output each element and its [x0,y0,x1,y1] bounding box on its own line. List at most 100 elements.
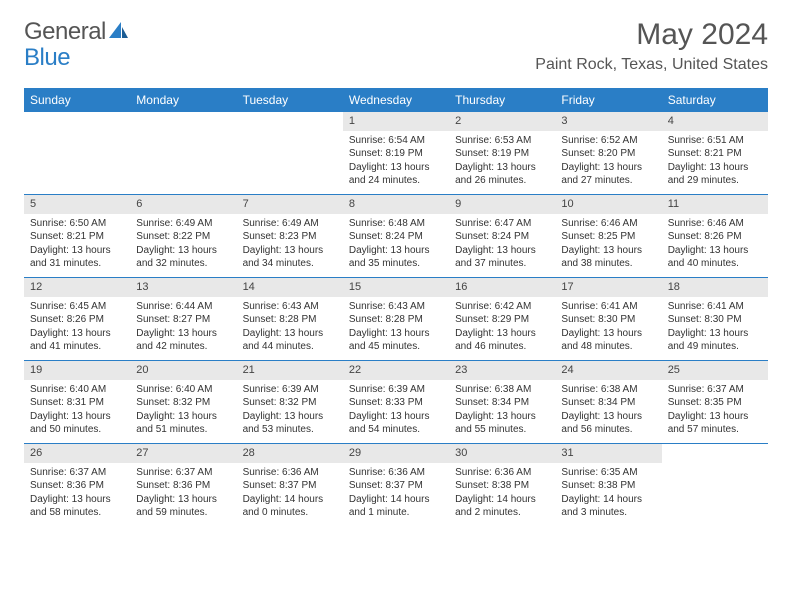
daylight-line: Daylight: 13 hours and 59 minutes. [136,493,230,520]
daylight-line: Daylight: 13 hours and 50 minutes. [30,410,124,437]
sunrise-line: Sunrise: 6:46 AM [668,217,762,231]
sunset-line: Sunset: 8:28 PM [243,313,337,327]
sunrise-line: Sunrise: 6:50 AM [30,217,124,231]
weekday-header: Monday [130,88,236,112]
sunrise-line: Sunrise: 6:35 AM [561,466,655,480]
day-number: 15 [343,278,449,297]
calendar-cell: 5Sunrise: 6:50 AMSunset: 8:21 PMDaylight… [24,195,130,277]
month-title: May 2024 [535,18,768,52]
sunset-line: Sunset: 8:19 PM [455,147,549,161]
sunset-line: Sunset: 8:28 PM [349,313,443,327]
day-number: 18 [662,278,768,297]
daylight-line: Daylight: 13 hours and 31 minutes. [30,244,124,271]
sunset-line: Sunset: 8:24 PM [455,230,549,244]
day-number: 25 [662,361,768,380]
calendar-cell: 28Sunrise: 6:36 AMSunset: 8:37 PMDayligh… [237,444,343,526]
sunset-line: Sunset: 8:30 PM [668,313,762,327]
sunset-line: Sunset: 8:23 PM [243,230,337,244]
calendar-row: 12Sunrise: 6:45 AMSunset: 8:26 PMDayligh… [24,278,768,361]
calendar-cell: 30Sunrise: 6:36 AMSunset: 8:38 PMDayligh… [449,444,555,526]
calendar-cell: 12Sunrise: 6:45 AMSunset: 8:26 PMDayligh… [24,278,130,360]
calendar-row: 5Sunrise: 6:50 AMSunset: 8:21 PMDaylight… [24,195,768,278]
sunrise-line: Sunrise: 6:43 AM [349,300,443,314]
daylight-line: Daylight: 13 hours and 34 minutes. [243,244,337,271]
daylight-line: Daylight: 13 hours and 54 minutes. [349,410,443,437]
day-details: Sunrise: 6:40 AMSunset: 8:31 PMDaylight:… [24,380,130,443]
daylight-line: Daylight: 13 hours and 29 minutes. [668,161,762,188]
day-number: 3 [555,112,661,131]
day-details: Sunrise: 6:42 AMSunset: 8:29 PMDaylight:… [449,297,555,360]
calendar-cell: 13Sunrise: 6:44 AMSunset: 8:27 PMDayligh… [130,278,236,360]
sunset-line: Sunset: 8:36 PM [136,479,230,493]
sunrise-line: Sunrise: 6:37 AM [30,466,124,480]
calendar-cell: 14Sunrise: 6:43 AMSunset: 8:28 PMDayligh… [237,278,343,360]
day-details: Sunrise: 6:51 AMSunset: 8:21 PMDaylight:… [662,131,768,194]
calendar-cell: 11Sunrise: 6:46 AMSunset: 8:26 PMDayligh… [662,195,768,277]
sunrise-line: Sunrise: 6:51 AM [668,134,762,148]
daylight-line: Daylight: 13 hours and 26 minutes. [455,161,549,188]
day-details: Sunrise: 6:36 AMSunset: 8:37 PMDaylight:… [237,463,343,526]
calendar-cell: 29Sunrise: 6:36 AMSunset: 8:37 PMDayligh… [343,444,449,526]
sunrise-line: Sunrise: 6:38 AM [455,383,549,397]
sunrise-line: Sunrise: 6:39 AM [349,383,443,397]
sunset-line: Sunset: 8:21 PM [668,147,762,161]
calendar-cell: 10Sunrise: 6:46 AMSunset: 8:25 PMDayligh… [555,195,661,277]
sunrise-line: Sunrise: 6:49 AM [136,217,230,231]
day-details: Sunrise: 6:49 AMSunset: 8:23 PMDaylight:… [237,214,343,277]
daylight-line: Daylight: 13 hours and 55 minutes. [455,410,549,437]
sunrise-line: Sunrise: 6:36 AM [455,466,549,480]
day-number: 4 [662,112,768,131]
sunrise-line: Sunrise: 6:41 AM [561,300,655,314]
sunset-line: Sunset: 8:38 PM [561,479,655,493]
day-details: Sunrise: 6:54 AMSunset: 8:19 PMDaylight:… [343,131,449,194]
weekday-header: Wednesday [343,88,449,112]
sunset-line: Sunset: 8:32 PM [243,396,337,410]
daylight-line: Daylight: 13 hours and 46 minutes. [455,327,549,354]
calendar-body: 1Sunrise: 6:54 AMSunset: 8:19 PMDaylight… [24,112,768,526]
calendar-cell: 2 Sunrise: 6:53 AMSunset: 8:19 PMDaylight… [449,112,555,194]
day-number: 2 [449,112,555,131]
sunrise-line: Sunrise: 6:42 AM [455,300,549,314]
daylight-line: Daylight: 13 hours and 48 minutes. [561,327,655,354]
day-number: 12 [24,278,130,297]
day-details: Sunrise: 6:46 AMSunset: 8:25 PMDaylight:… [555,214,661,277]
sunset-line: Sunset: 8:32 PM [136,396,230,410]
daylight-line: Daylight: 13 hours and 56 minutes. [561,410,655,437]
day-number: 11 [662,195,768,214]
weekday-header: Thursday [449,88,555,112]
day-number [662,444,768,463]
sunset-line: Sunset: 8:26 PM [30,313,124,327]
daylight-line: Daylight: 13 hours and 44 minutes. [243,327,337,354]
day-number: 7 [237,195,343,214]
daylight-line: Daylight: 13 hours and 53 minutes. [243,410,337,437]
calendar-row: 26Sunrise: 6:37 AMSunset: 8:36 PMDayligh… [24,444,768,526]
daylight-line: Daylight: 13 hours and 32 minutes. [136,244,230,271]
day-details: Sunrise: 6:37 AMSunset: 8:36 PMDaylight:… [130,463,236,526]
calendar-cell: 4Sunrise: 6:51 AMSunset: 8:21 PMDaylight… [662,112,768,194]
daylight-line: Daylight: 13 hours and 42 minutes. [136,327,230,354]
sunset-line: Sunset: 8:34 PM [455,396,549,410]
sunrise-line: Sunrise: 6:38 AM [561,383,655,397]
sunrise-line: Sunrise: 6:41 AM [668,300,762,314]
day-number: 19 [24,361,130,380]
sunrise-line: Sunrise: 6:49 AM [243,217,337,231]
calendar-cell: 27Sunrise: 6:37 AMSunset: 8:36 PMDayligh… [130,444,236,526]
day-number: 21 [237,361,343,380]
day-details: Sunrise: 6:38 AMSunset: 8:34 PMDaylight:… [555,380,661,443]
day-number: 30 [449,444,555,463]
sunrise-line: Sunrise: 6:37 AM [136,466,230,480]
weekday-header: Tuesday [237,88,343,112]
day-details: Sunrise: 6:48 AMSunset: 8:24 PMDaylight:… [343,214,449,277]
sunset-line: Sunset: 8:37 PM [349,479,443,493]
sunrise-line: Sunrise: 6:53 AM [455,134,549,148]
calendar-cell: 25Sunrise: 6:37 AMSunset: 8:35 PMDayligh… [662,361,768,443]
calendar-cell: 8Sunrise: 6:48 AMSunset: 8:24 PMDaylight… [343,195,449,277]
daylight-line: Daylight: 14 hours and 0 minutes. [243,493,337,520]
logo: General [24,18,130,46]
sunset-line: Sunset: 8:25 PM [561,230,655,244]
sunrise-line: Sunrise: 6:47 AM [455,217,549,231]
day-number: 26 [24,444,130,463]
day-details: Sunrise: 6:47 AMSunset: 8:24 PMDaylight:… [449,214,555,277]
sunset-line: Sunset: 8:30 PM [561,313,655,327]
calendar-cell: 31Sunrise: 6:35 AMSunset: 8:38 PMDayligh… [555,444,661,526]
